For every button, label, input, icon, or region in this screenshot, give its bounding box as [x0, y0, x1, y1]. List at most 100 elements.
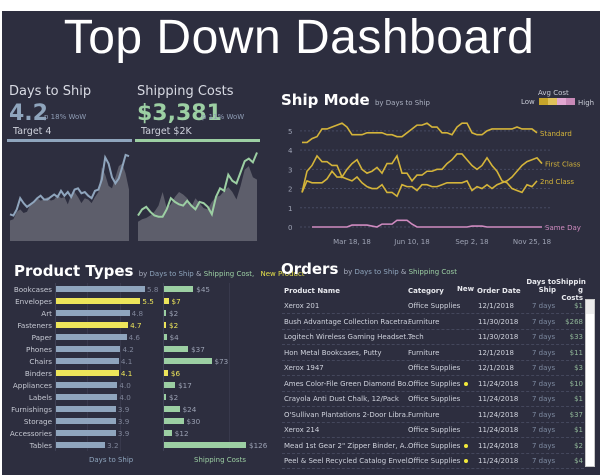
bar-days-label: 4.0 [119, 381, 131, 390]
order-product-name: Xerox 201 [284, 302, 320, 310]
product-type-name: Appliances [12, 381, 52, 390]
kpi-days-sparkline [9, 153, 130, 241]
product-type-row[interactable]: Furnishings 3.9 $24 [0, 403, 280, 415]
bar-days-label: 4.1 [120, 369, 133, 378]
order-category: Furniture [408, 348, 440, 357]
bar-shipping-cost[interactable] [164, 394, 166, 400]
order-row[interactable]: Logitech Wireless Gaming Headset.. Tech … [282, 329, 584, 345]
order-row[interactable]: Xerox 214 Office Supplies 11/24/2018 7 d… [282, 422, 584, 438]
bar-cost-label: $45 [196, 285, 210, 294]
col-header-new[interactable]: New [457, 285, 475, 293]
product-type-row[interactable]: Paper 4.6 $4 [0, 331, 280, 343]
product-type-row[interactable]: Accessories 3.9 $12 [0, 427, 280, 439]
subtitle-new-product: New Product [260, 270, 305, 278]
bar-shipping-cost[interactable] [164, 286, 194, 292]
bar-days-to-ship[interactable] [56, 394, 118, 400]
orders-scrollbar[interactable] [585, 299, 595, 467]
bar-days-to-ship[interactable] [56, 442, 106, 448]
product-type-row[interactable]: Envelopes 5.5 $7 [0, 295, 280, 307]
bar-cost-label: $37 [191, 345, 205, 354]
col-header-category[interactable]: Category [408, 287, 444, 295]
bar-shipping-cost[interactable] [164, 346, 189, 352]
bar-days-to-ship[interactable] [56, 346, 121, 352]
bar-days-to-ship[interactable] [56, 322, 129, 328]
order-date: 11/24/2018 [478, 395, 519, 403]
ship-mode-title: Ship Mode by Days to Ship [281, 91, 430, 109]
axis-title-days: Days to Ship [89, 456, 134, 464]
order-date: 11/30/2018 [478, 333, 519, 341]
bar-days-to-ship[interactable] [56, 286, 145, 292]
col-header-product[interactable]: Product Name [284, 287, 340, 295]
order-row[interactable]: Xerox 201 Office Supplies 12/1/2018 7 da… [282, 298, 584, 314]
kpi-days-change: p 18% WoW [44, 113, 87, 121]
bar-shipping-cost[interactable] [164, 370, 168, 376]
bar-days-to-ship[interactable] [56, 334, 127, 340]
order-row[interactable]: Bush Advantage Collection Racetra.. Furn… [282, 314, 584, 330]
bar-days-to-ship[interactable] [56, 382, 118, 388]
order-row[interactable]: Hon Metal Bookcases, Putty Furniture 12/… [282, 345, 584, 361]
col-header-cost[interactable]: Shippin g Costs [556, 278, 586, 302]
order-row[interactable]: Mead 1st Gear 2" Zipper Binder, A.. Offi… [282, 438, 584, 454]
bar-days-to-ship[interactable] [56, 358, 119, 364]
sparkline-current-line [9, 153, 130, 217]
order-row[interactable]: Peel & Seel Recycled Catalog Envel.. Off… [282, 453, 584, 469]
bar-days-to-ship[interactable] [56, 370, 119, 376]
order-row[interactable]: Xerox 1947 Office Supplies 12/1/2018 7 d… [282, 360, 584, 376]
col-header-order-date[interactable]: Order Date [477, 287, 521, 295]
order-row[interactable]: Crayola Anti Dust Chalk, 12/Pack Office … [282, 391, 584, 407]
order-row[interactable]: O'Sullivan Plantations 2-Door Libra.. Fu… [282, 407, 584, 423]
product-type-row[interactable]: Storage 3.9 $30 [0, 415, 280, 427]
grid-line [120, 283, 121, 451]
order-row[interactable]: Ames Color-File Green Diamond Bo.. Offic… [282, 376, 584, 392]
bar-days-to-ship[interactable] [56, 406, 116, 412]
product-type-row[interactable]: Appliances 4.0 $17 [0, 379, 280, 391]
scrollbar-thumb[interactable] [586, 300, 594, 314]
bar-shipping-cost[interactable] [164, 442, 246, 448]
sparkline-previous-area [10, 163, 129, 241]
bar-shipping-cost[interactable] [164, 418, 184, 424]
product-type-row[interactable]: Fasteners 4.7 $2 [0, 319, 280, 331]
col-header-cost-l2: g Costs [561, 286, 583, 302]
order-days-to-ship: 7 days [532, 348, 556, 357]
bar-days-label: 3.9 [117, 417, 130, 426]
bar-shipping-cost[interactable] [164, 382, 176, 388]
bar-days-to-ship[interactable] [56, 298, 141, 304]
product-type-row[interactable]: Tables 3.2 $126 [0, 439, 280, 451]
bar-shipping-cost[interactable] [164, 406, 180, 412]
order-product-name: Crayola Anti Dust Chalk, 12/Pack [284, 395, 399, 403]
orders-title-text: Orders [281, 260, 339, 278]
col-header-days-l1: Days to [526, 278, 556, 286]
x-tick-label: Sep 2, 18 [455, 238, 488, 246]
col-header-days[interactable]: Days to Ship [524, 278, 556, 294]
order-product-name: Peel & Seel Recycled Catalog Envel.. [284, 457, 413, 465]
ship-mode-chart: 0 1 2 3 4 5 Mar 18, 18 Jun 10, 18 Sep 2, 18 Nov 2… [288, 122, 581, 246]
product-type-row[interactable]: Art 4.8 $2 [0, 307, 280, 319]
bar-days-label: 5.8 [147, 285, 159, 294]
bar-days-to-ship[interactable] [56, 430, 116, 436]
order-category: Office Supplies [408, 395, 461, 403]
order-shipping-cost: $268 [565, 317, 583, 326]
bar-shipping-cost[interactable] [164, 430, 172, 436]
bar-shipping-cost[interactable] [164, 358, 212, 364]
bar-days-label: 4.8 [131, 309, 144, 318]
legend-swatch [566, 98, 575, 105]
product-type-row[interactable]: Labels 4.0 $2 [0, 391, 280, 403]
order-product-name: Logitech Wireless Gaming Headset.. [284, 333, 411, 341]
bar-shipping-cost[interactable] [164, 322, 166, 328]
bar-days-to-ship[interactable] [56, 418, 116, 424]
product-type-row[interactable]: Chairs 4.1 $73 [0, 355, 280, 367]
bar-days-to-ship[interactable] [56, 310, 130, 316]
order-days-to-ship: 7 days [532, 426, 556, 434]
series-label: First Class [545, 161, 581, 169]
product-types-title: Product Types by Days to Ship & Shipping… [14, 262, 305, 280]
product-type-row[interactable]: Bookcases 5.8 $45 [0, 283, 280, 295]
subtitle-days: Days to Ship [354, 268, 399, 276]
product-type-row[interactable]: Phones 4.2 $37 [0, 343, 280, 355]
order-product-name: Bush Advantage Collection Racetra.. [284, 317, 412, 326]
y-tick-label: 1 [288, 205, 292, 213]
bar-shipping-cost[interactable] [164, 310, 166, 316]
bar-shipping-cost[interactable] [164, 334, 167, 340]
product-type-row[interactable]: Binders 4.1 $6 [0, 367, 280, 379]
series-line-first-class [301, 156, 543, 198]
bar-shipping-cost[interactable] [164, 298, 169, 304]
